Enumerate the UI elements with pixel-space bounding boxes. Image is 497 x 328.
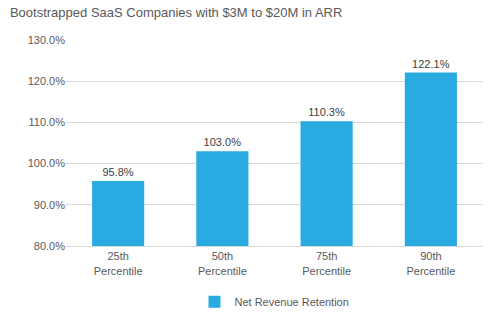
svg-text:130.0%: 130.0% — [28, 34, 66, 46]
svg-text:120.0%: 120.0% — [28, 75, 66, 87]
svg-text:95.8%: 95.8% — [102, 166, 133, 178]
svg-text:50thPercentile: 50thPercentile — [198, 250, 247, 276]
svg-text:80.0%: 80.0% — [34, 240, 65, 252]
svg-text:90thPercentile: 90thPercentile — [406, 250, 455, 276]
svg-text:25thPercentile: 25thPercentile — [94, 250, 143, 276]
svg-text:90.0%: 90.0% — [34, 199, 65, 211]
svg-text:110.3%: 110.3% — [308, 106, 345, 118]
svg-text:122.1%: 122.1% — [412, 58, 450, 70]
svg-text:Net Revenue Retention: Net Revenue Retention — [235, 296, 349, 308]
svg-text:75thPercentile: 75thPercentile — [302, 250, 351, 276]
svg-text:Bootstrapped SaaS Companies wi: Bootstrapped SaaS Companies with $3M to … — [10, 5, 342, 20]
svg-text:110.0%: 110.0% — [29, 116, 66, 128]
svg-text:100.0%: 100.0% — [28, 157, 66, 169]
svg-text:103.0%: 103.0% — [204, 136, 242, 148]
